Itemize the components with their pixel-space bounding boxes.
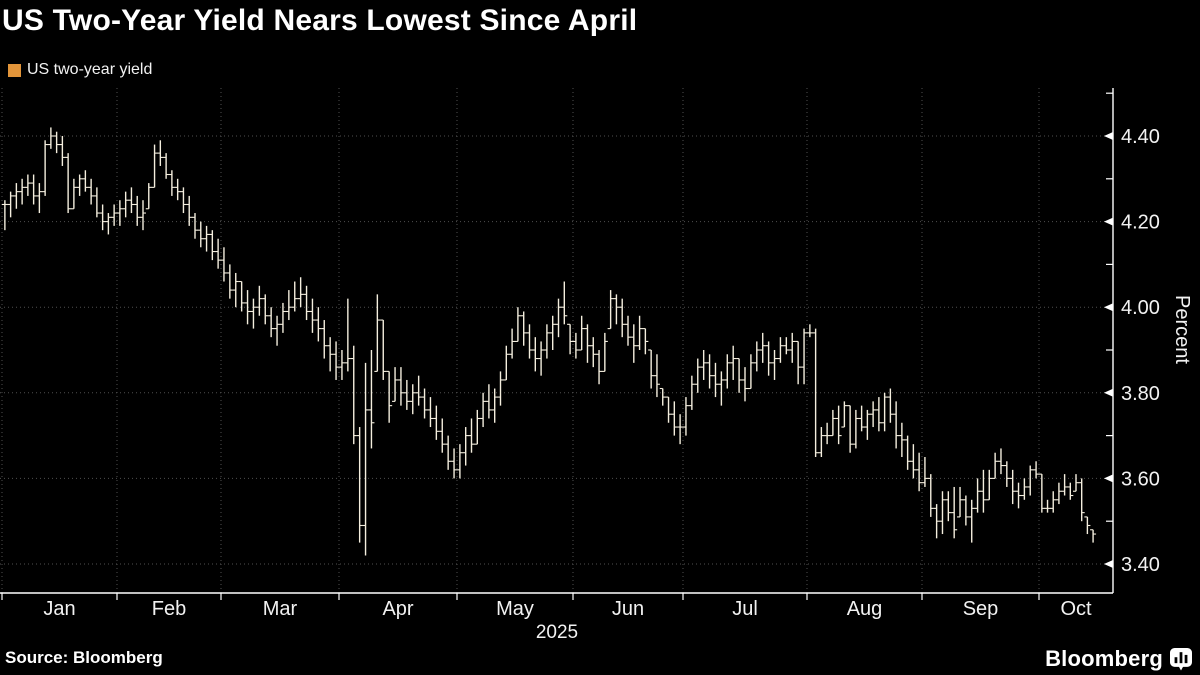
x-axis-ticks: Jan Feb Mar Apr May Jun Jul Aug Sep Oct [1, 593, 1092, 620]
x-month-label: Feb [152, 598, 186, 620]
y-tick-label: 4.00 [1121, 297, 1160, 319]
y-tick-label: 3.60 [1121, 468, 1160, 490]
legend-label: US two-year yield [27, 61, 153, 78]
y-tick-label: 4.40 [1121, 126, 1160, 148]
bloomberg-chart-bubble-icon [1170, 647, 1192, 670]
x-month-label: Aug [847, 598, 883, 620]
x-month-label: Jun [612, 598, 644, 620]
bloomberg-logo: Bloomberg [1045, 646, 1192, 672]
x-month-label: Jan [43, 598, 75, 620]
bloomberg-wordmark: Bloomberg [1045, 646, 1163, 671]
chart-title: US Two-Year Yield Nears Lowest Since Apr… [2, 4, 638, 37]
axes [0, 88, 1114, 594]
x-month-label: Sep [963, 598, 999, 620]
gridlines [0, 88, 1113, 593]
y-axis-title: Percent [1171, 295, 1193, 364]
source-attribution: Source: Bloomberg [5, 648, 163, 667]
chart-legend: US two-year yield [8, 61, 152, 79]
y-tick-label: 4.20 [1121, 212, 1160, 234]
y-axis-ticks: 4.40 4.20 4.00 3.80 3.60 3.40 [1104, 92, 1160, 576]
x-month-label: Jul [732, 598, 758, 620]
x-month-label: Mar [263, 598, 298, 620]
legend-swatch-icon [8, 63, 21, 77]
y-tick-label: 3.40 [1121, 554, 1160, 576]
x-month-label: May [496, 598, 534, 620]
yield-ohlc-bars [1, 127, 1097, 556]
x-month-label: Oct [1060, 598, 1092, 620]
x-month-label: Apr [382, 598, 413, 620]
y-tick-label: 3.80 [1121, 383, 1160, 405]
x-axis-year-label: 2025 [535, 622, 579, 643]
